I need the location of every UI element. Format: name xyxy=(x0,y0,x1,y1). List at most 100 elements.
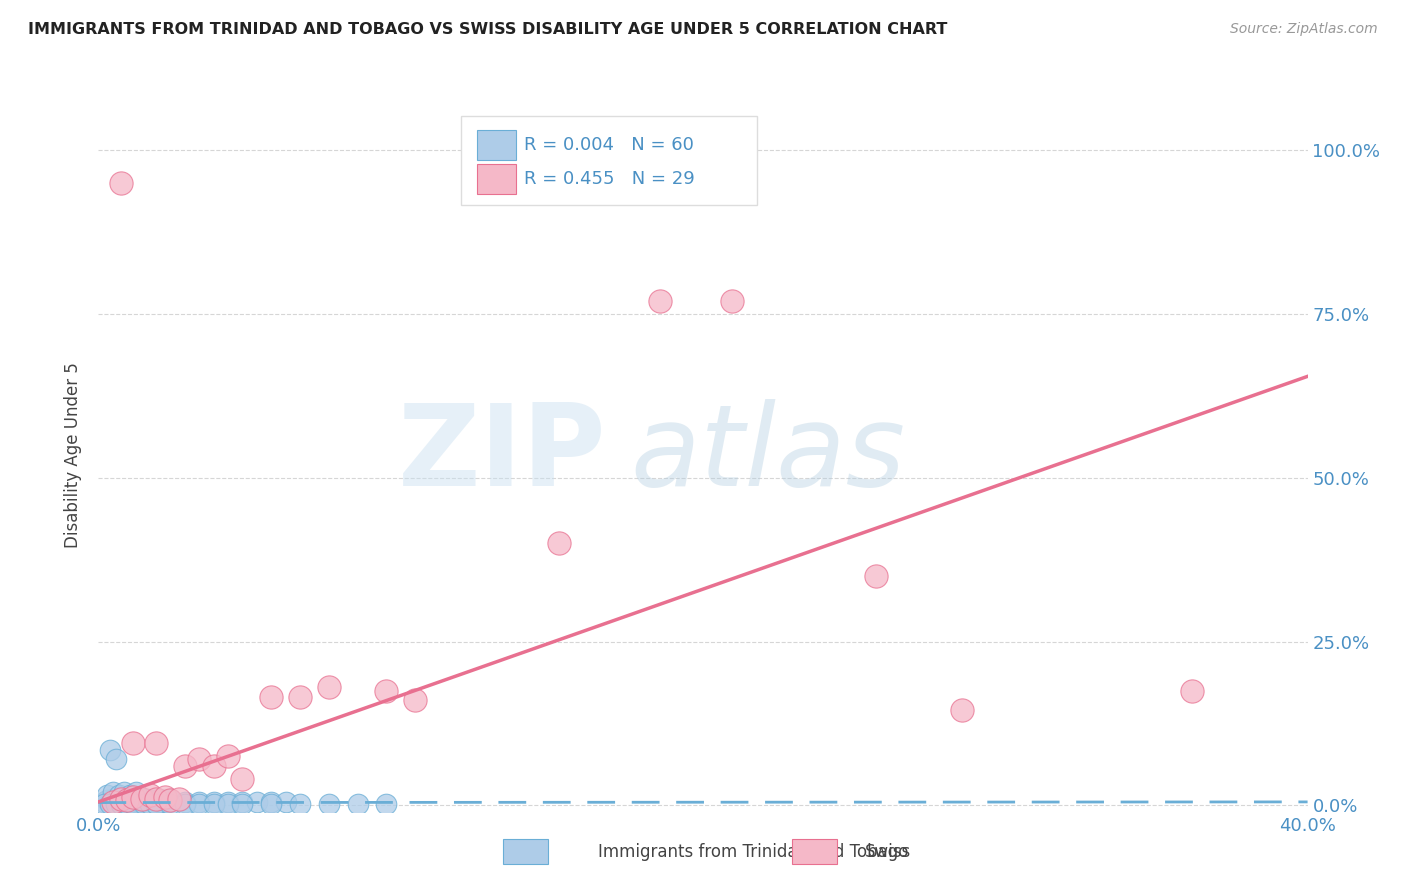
Point xyxy=(153,790,176,805)
Point xyxy=(173,795,195,809)
Point xyxy=(128,795,150,809)
Point xyxy=(104,752,127,766)
Text: R = 0.455   N = 29: R = 0.455 N = 29 xyxy=(524,169,695,187)
Point xyxy=(404,693,426,707)
Point xyxy=(148,791,170,805)
Point xyxy=(96,789,118,803)
Point xyxy=(145,791,167,805)
Point xyxy=(202,759,225,773)
Point xyxy=(548,536,571,550)
Point xyxy=(139,797,162,811)
Point xyxy=(122,790,145,805)
Point xyxy=(153,793,176,807)
Point xyxy=(260,797,283,811)
FancyBboxPatch shape xyxy=(477,130,516,161)
Point xyxy=(104,795,127,809)
Point xyxy=(120,789,142,803)
Point xyxy=(375,683,398,698)
Point xyxy=(98,742,121,756)
Point xyxy=(288,690,311,705)
Point xyxy=(188,752,211,766)
Point xyxy=(131,793,153,807)
Point xyxy=(139,789,162,803)
Point xyxy=(122,797,145,811)
Point xyxy=(217,797,239,811)
Point xyxy=(167,791,190,805)
Point xyxy=(136,791,159,805)
Point xyxy=(173,759,195,773)
Point xyxy=(112,791,135,805)
Point xyxy=(122,795,145,809)
Point xyxy=(288,797,311,811)
Point xyxy=(231,772,253,786)
Text: Swiss: Swiss xyxy=(865,843,911,861)
Point xyxy=(110,795,132,809)
Point xyxy=(1181,683,1204,698)
Point xyxy=(134,795,156,809)
Point xyxy=(110,797,132,811)
Point xyxy=(231,797,253,811)
Point xyxy=(101,795,124,809)
Point xyxy=(120,793,142,807)
Point xyxy=(188,797,211,811)
Point xyxy=(134,797,156,811)
Point xyxy=(101,785,124,799)
Point xyxy=(139,795,162,809)
Point xyxy=(145,795,167,809)
Point xyxy=(98,797,121,811)
Point xyxy=(217,749,239,764)
Point xyxy=(93,795,115,809)
Point xyxy=(159,797,181,811)
Point xyxy=(110,176,132,190)
Text: R = 0.004   N = 60: R = 0.004 N = 60 xyxy=(524,136,695,154)
Point xyxy=(346,797,368,811)
Point xyxy=(202,797,225,811)
Text: Immigrants from Trinidad and Tobago: Immigrants from Trinidad and Tobago xyxy=(598,843,908,861)
Point xyxy=(950,703,973,717)
Point xyxy=(98,795,121,809)
FancyBboxPatch shape xyxy=(477,164,516,194)
Point xyxy=(125,785,148,799)
Text: ZIP: ZIP xyxy=(398,400,606,510)
Point xyxy=(318,681,340,695)
FancyBboxPatch shape xyxy=(461,116,758,205)
Point xyxy=(318,797,340,811)
Point xyxy=(104,797,127,811)
Point xyxy=(107,789,129,803)
Point xyxy=(648,294,671,309)
Text: Source: ZipAtlas.com: Source: ZipAtlas.com xyxy=(1230,22,1378,37)
Point xyxy=(112,785,135,799)
Point xyxy=(115,793,138,807)
Point xyxy=(720,294,742,309)
Point xyxy=(274,795,297,809)
Point xyxy=(188,795,211,809)
Point xyxy=(202,795,225,809)
Point xyxy=(156,795,179,809)
Point xyxy=(145,736,167,750)
Point xyxy=(150,795,173,809)
Point xyxy=(159,793,181,807)
Point xyxy=(101,791,124,805)
Point xyxy=(173,797,195,811)
Point xyxy=(142,793,165,807)
Point xyxy=(217,795,239,809)
Point xyxy=(865,569,887,583)
Point xyxy=(93,797,115,811)
Point xyxy=(115,797,138,811)
Text: atlas: atlas xyxy=(630,400,905,510)
Point xyxy=(260,690,283,705)
Point xyxy=(246,795,269,809)
Y-axis label: Disability Age Under 5: Disability Age Under 5 xyxy=(65,362,83,548)
Point xyxy=(131,791,153,805)
Point xyxy=(107,793,129,807)
Point xyxy=(122,736,145,750)
Point xyxy=(96,793,118,807)
Point xyxy=(115,795,138,809)
Point xyxy=(159,791,181,805)
Point xyxy=(125,791,148,805)
Point xyxy=(375,797,398,811)
Point xyxy=(260,795,283,809)
Point xyxy=(231,795,253,809)
Text: IMMIGRANTS FROM TRINIDAD AND TOBAGO VS SWISS DISABILITY AGE UNDER 5 CORRELATION : IMMIGRANTS FROM TRINIDAD AND TOBAGO VS S… xyxy=(28,22,948,37)
Point xyxy=(145,797,167,811)
